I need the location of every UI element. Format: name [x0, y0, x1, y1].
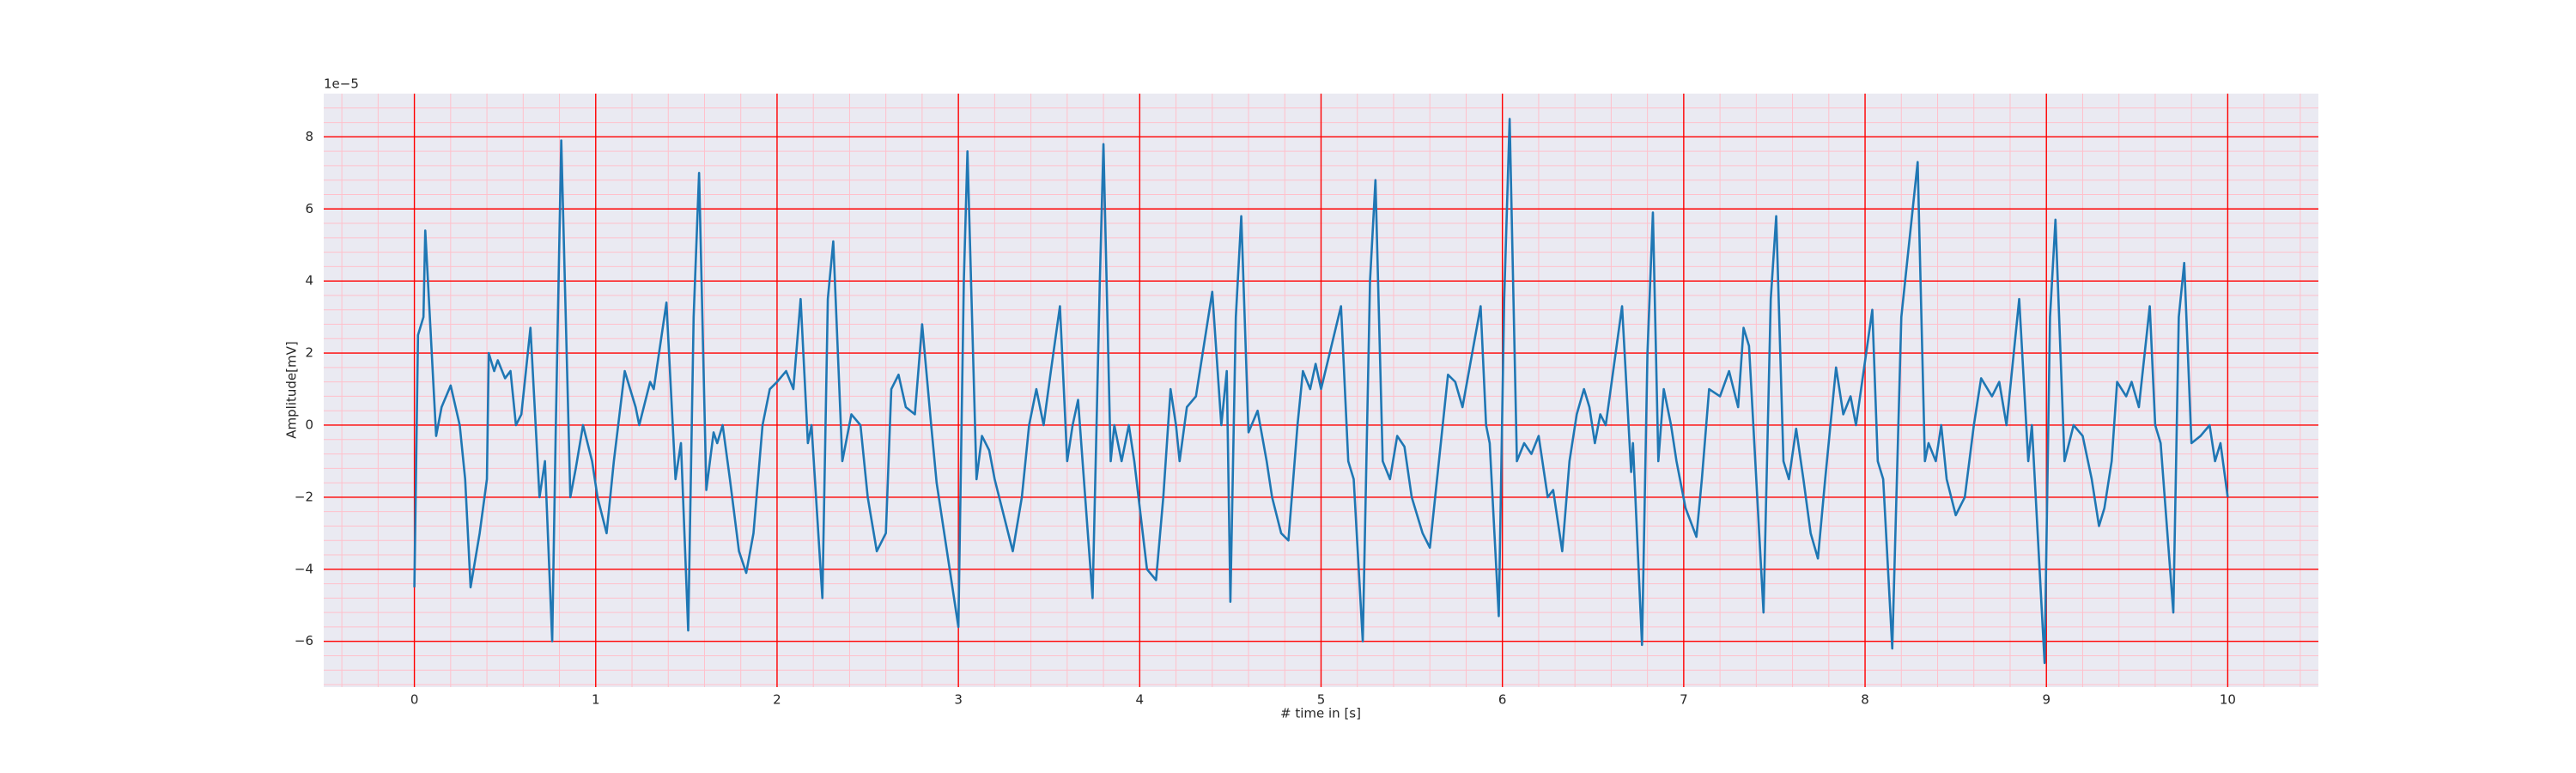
x-axis-label: # time in [s] — [1280, 706, 1361, 721]
y-axis-label: Amplitude[mV] — [284, 341, 300, 438]
x-tick-label: 5 — [1317, 692, 1326, 708]
y-tick-label: 2 — [305, 345, 313, 361]
x-tick-label: 8 — [1861, 692, 1869, 708]
y-tick-label: 6 — [305, 201, 313, 216]
x-tick-label: 4 — [1136, 692, 1145, 708]
x-tick-label: 7 — [1680, 692, 1688, 708]
y-offset-label: 1e−5 — [324, 76, 359, 92]
y-tick-label: 0 — [305, 417, 313, 432]
y-tick-label: −6 — [295, 633, 313, 648]
x-tick-label: 9 — [2042, 692, 2050, 708]
signal-line — [413, 118, 2229, 665]
y-tick-label: 8 — [305, 129, 313, 144]
x-tick-label: 2 — [773, 692, 781, 708]
x-tick-label: 6 — [1498, 692, 1507, 708]
x-tick-label: 1 — [592, 692, 600, 708]
x-tick-label: 3 — [954, 692, 963, 708]
y-tick-label: −2 — [295, 489, 313, 504]
y-tick-label: −4 — [295, 561, 313, 576]
x-tick-label: 0 — [410, 692, 419, 708]
y-tick-label: 4 — [305, 273, 313, 289]
x-tick-label: 10 — [2220, 692, 2236, 708]
